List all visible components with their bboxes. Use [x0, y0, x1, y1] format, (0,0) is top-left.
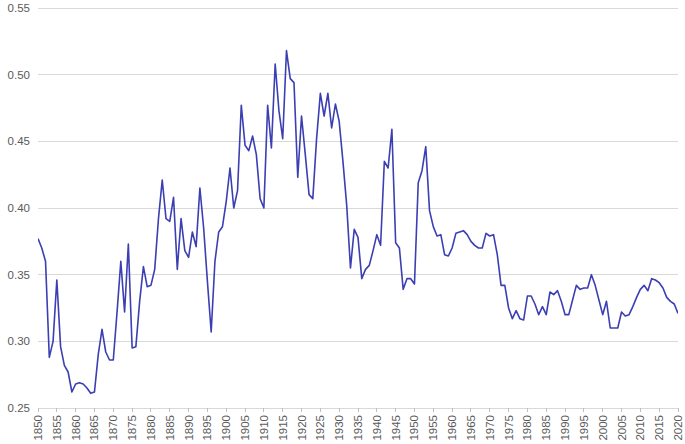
x-tick-label: 2010 — [634, 415, 646, 441]
x-tick — [640, 408, 641, 412]
x-tick-label: 1940 — [371, 415, 383, 441]
x-tick-label: 1975 — [503, 415, 515, 441]
x-tick-label: 1890 — [183, 415, 195, 441]
x-tick — [583, 408, 584, 412]
x-tick-label: 1970 — [484, 415, 496, 441]
x-tick-label: 1965 — [465, 415, 477, 441]
y-tick-label: 0.35 — [8, 269, 30, 281]
y-tick-label: 0.50 — [8, 69, 30, 81]
y-tick-label: 0.25 — [8, 402, 30, 414]
x-tick-label: 1900 — [220, 415, 232, 441]
grid-line — [38, 141, 678, 142]
x-tick-label: 1980 — [521, 415, 533, 441]
x-tick — [150, 408, 151, 412]
x-tick — [565, 408, 566, 412]
x-tick-label: 1905 — [239, 415, 251, 441]
grid-line — [38, 274, 678, 275]
x-tick — [75, 408, 76, 412]
x-tick — [282, 408, 283, 412]
chart: 0.25 0.30 0.35 0.40 0.45 0.50 0.55 1850 1855 1860… — [0, 0, 685, 444]
x-tick — [376, 408, 377, 412]
x-tick — [169, 408, 170, 412]
x-tick-label: 1865 — [88, 415, 100, 441]
x-tick-label: 1860 — [70, 415, 82, 441]
x-tick — [433, 408, 434, 412]
x-tick-label: 1910 — [258, 415, 270, 441]
x-tick-label: 2000 — [597, 415, 609, 441]
x-tick — [94, 408, 95, 412]
x-tick — [659, 408, 660, 412]
grid-line — [38, 74, 678, 75]
x-tick — [678, 408, 679, 412]
x-tick — [489, 408, 490, 412]
x-tick — [621, 408, 622, 412]
x-tick — [113, 408, 114, 412]
x-tick — [470, 408, 471, 412]
x-tick — [546, 408, 547, 412]
x-tick-label: 1885 — [164, 415, 176, 441]
x-tick — [245, 408, 246, 412]
x-tick-label: 1850 — [32, 415, 44, 441]
x-tick — [207, 408, 208, 412]
x-tick — [188, 408, 189, 412]
x-tick-label: 2020 — [672, 415, 684, 441]
x-tick-label: 1990 — [559, 415, 571, 441]
x-tick — [320, 408, 321, 412]
y-tick-label: 0.30 — [8, 335, 30, 347]
x-tick — [395, 408, 396, 412]
x-tick-label: 1950 — [408, 415, 420, 441]
x-tick-label: 2005 — [616, 415, 628, 441]
x-tick-label: 1855 — [51, 415, 63, 441]
grid-line — [38, 341, 678, 342]
x-tick-label: 1955 — [427, 415, 439, 441]
x-tick-label: 1895 — [201, 415, 213, 441]
x-tick — [339, 408, 340, 412]
x-tick-label: 1880 — [145, 415, 157, 441]
x-tick-label: 1925 — [314, 415, 326, 441]
x-tick — [301, 408, 302, 412]
x-tick-label: 1935 — [352, 415, 364, 441]
x-tick — [414, 408, 415, 412]
x-tick-label: 1960 — [446, 415, 458, 441]
x-tick-label: 1920 — [296, 415, 308, 441]
x-tick-label: 2015 — [653, 415, 665, 441]
x-tick — [358, 408, 359, 412]
x-tick — [38, 408, 39, 412]
x-tick — [132, 408, 133, 412]
x-tick-label: 1930 — [333, 415, 345, 441]
y-tick-label: 0.45 — [8, 135, 30, 147]
x-tick-label: 1985 — [540, 415, 552, 441]
y-tick-label: 0.40 — [8, 202, 30, 214]
x-tick-label: 1915 — [277, 415, 289, 441]
x-tick — [263, 408, 264, 412]
data-line — [38, 51, 678, 394]
x-tick — [508, 408, 509, 412]
x-tick-label: 1945 — [390, 415, 402, 441]
x-tick — [452, 408, 453, 412]
grid-line — [38, 8, 678, 9]
x-tick-label: 1870 — [107, 415, 119, 441]
plot-area — [38, 51, 678, 394]
x-tick — [602, 408, 603, 412]
grid-line — [38, 208, 678, 209]
x-tick-label: 1995 — [578, 415, 590, 441]
x-tick — [527, 408, 528, 412]
x-tick-label: 1875 — [126, 415, 138, 441]
x-tick — [56, 408, 57, 412]
y-tick-label: 0.55 — [8, 2, 30, 14]
x-tick — [226, 408, 227, 412]
